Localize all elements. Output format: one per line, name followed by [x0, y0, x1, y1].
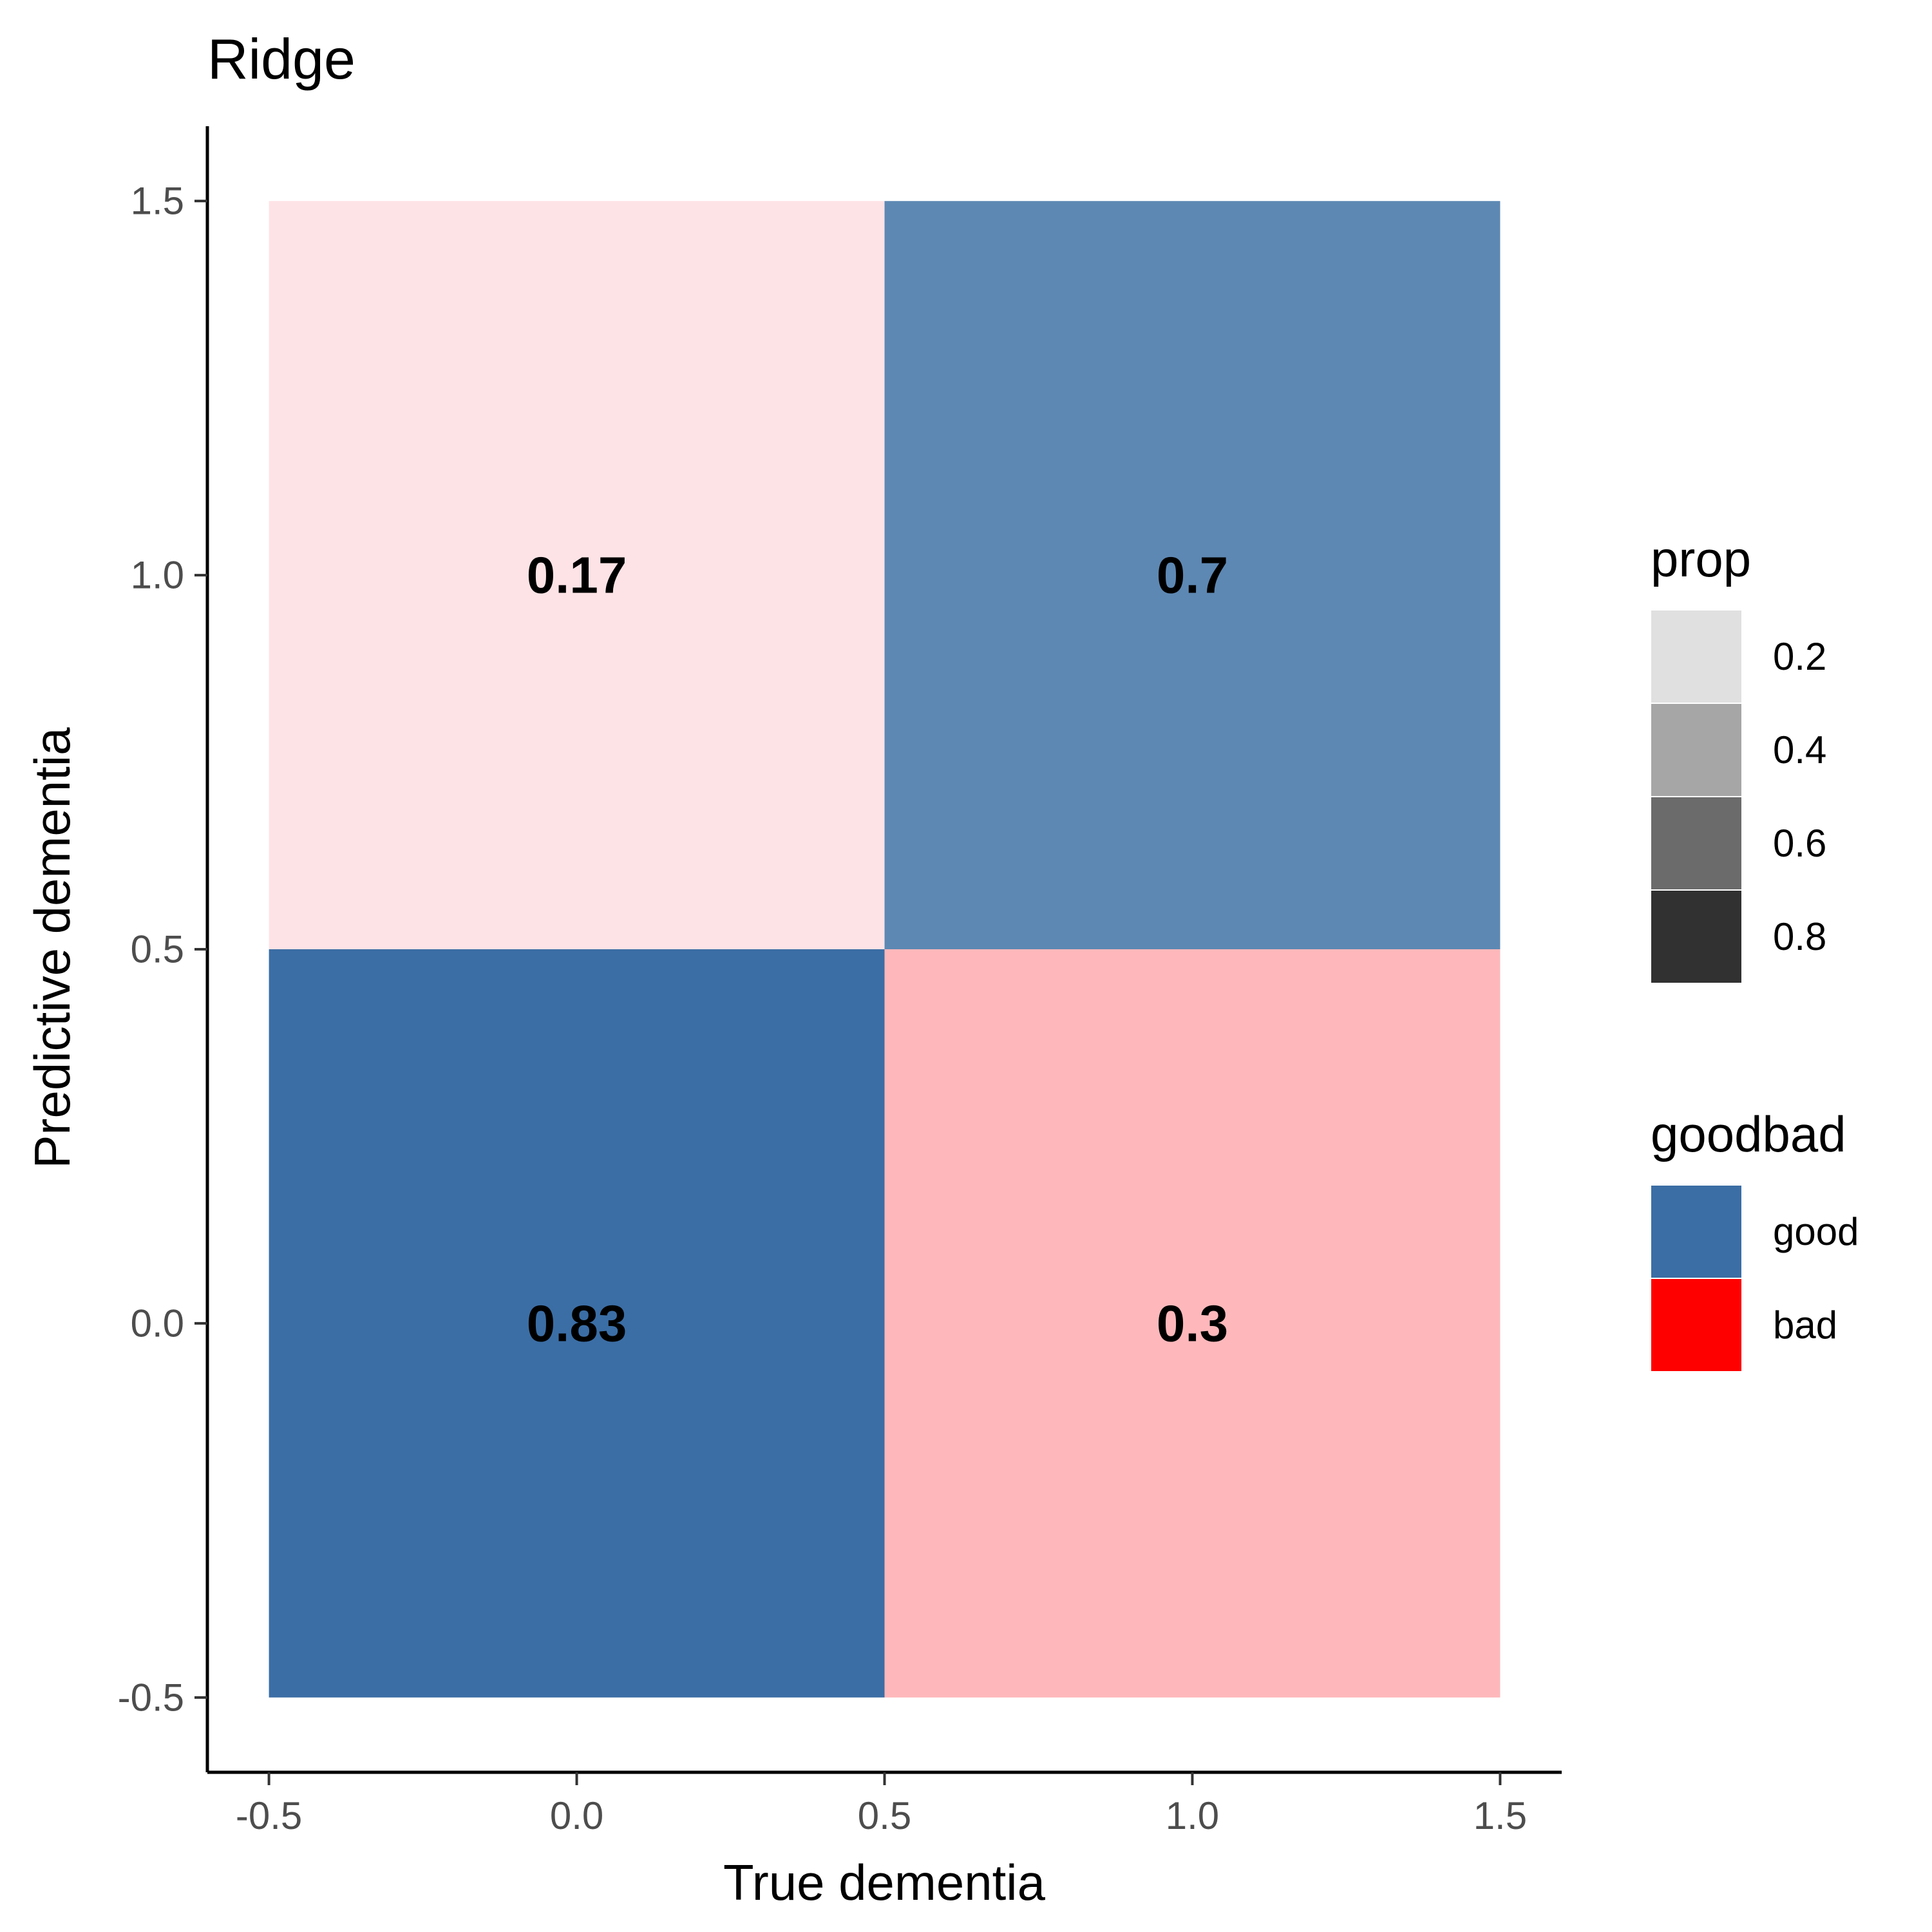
legend-key — [1650, 1278, 1743, 1372]
legend-key — [1650, 703, 1743, 797]
legend-title: goodbad — [1651, 1106, 1846, 1162]
y-tick-label: 1.0 — [131, 554, 184, 597]
x-tick-label: 0.0 — [550, 1794, 603, 1837]
heatmap-cell — [269, 949, 885, 1698]
y-axis-title: Predictive dementia — [24, 727, 80, 1169]
heatmap-cell — [884, 949, 1501, 1698]
legend-label: 0.6 — [1773, 822, 1826, 865]
x-ticks: -0.5 0.0 0.5 1.0 1.5 — [236, 1772, 1527, 1837]
heatmap-cell — [884, 201, 1501, 949]
cell-value-label: 0.3 — [1157, 1294, 1228, 1352]
x-tick-label: -0.5 — [236, 1794, 302, 1837]
y-tick-label: 0.5 — [131, 928, 184, 971]
y-tick-label: 1.5 — [131, 180, 184, 223]
y-tick-label: 0.0 — [131, 1302, 184, 1345]
legend-0: prop 0.2 0.4 0.6 0.8 — [1650, 531, 1826, 984]
x-tick-label: 1.0 — [1166, 1794, 1219, 1837]
legend-label: 0.4 — [1773, 728, 1826, 772]
legend-label: 0.8 — [1773, 915, 1826, 958]
cell-value-label: 0.83 — [527, 1294, 627, 1352]
x-tick-label: 0.5 — [858, 1794, 911, 1837]
legend-label: 0.2 — [1773, 635, 1826, 678]
x-axis-title: True dementia — [723, 1854, 1046, 1911]
chart-title: Ridge — [207, 27, 355, 91]
cell-value-label: 0.7 — [1157, 547, 1228, 604]
cell-value-label: 0.17 — [527, 547, 627, 604]
legend-key — [1650, 889, 1743, 984]
legend-label: bad — [1773, 1303, 1837, 1347]
cell-labels: 0.17 0.7 0.83 0.3 — [527, 547, 1228, 1352]
legend-key — [1650, 796, 1743, 891]
x-tick-label: 1.5 — [1473, 1794, 1527, 1837]
heatmap-cells — [269, 201, 1501, 1698]
heatmap-cell — [269, 201, 885, 949]
legend-label: good — [1773, 1210, 1859, 1253]
legend-title: prop — [1651, 531, 1751, 587]
legend-key — [1650, 609, 1743, 704]
y-tick-label: -0.5 — [118, 1676, 184, 1719]
y-ticks: -0.5 0.0 0.5 1.0 1.5 — [118, 180, 207, 1719]
legend-key — [1650, 1184, 1743, 1279]
